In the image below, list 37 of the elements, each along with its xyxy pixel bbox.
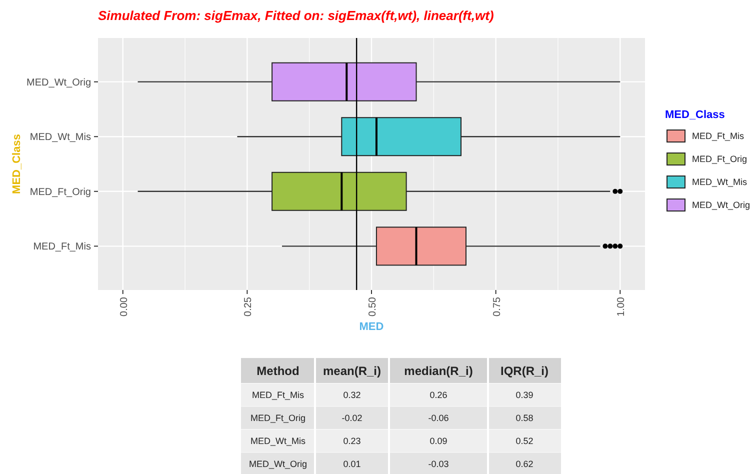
data-label: -0.03: [428, 459, 449, 469]
text: IQR(R_i): [500, 364, 549, 378]
legend-label: MED_Ft_Mis: [692, 131, 745, 141]
y-tick-label: MED_Wt_Orig: [26, 77, 91, 88]
y-tick-label: MED_Ft_Orig: [30, 186, 91, 198]
legend-title: MED_Class: [665, 109, 725, 121]
data-label: 0.52: [516, 436, 534, 446]
data-label: -0.06: [428, 413, 449, 423]
x-tick-label: 0.75: [492, 296, 503, 316]
data-label: 0.09: [430, 436, 448, 446]
y-tick-label: MED_Wt_Mis: [30, 132, 91, 144]
x-tick-label: 0.50: [368, 296, 378, 316]
category-label: MED_Wt_Mis: [250, 436, 306, 446]
y-tick-label: MED_Ft_Mis: [33, 242, 91, 253]
data-label: 0.01: [343, 459, 361, 469]
x-tick-label: 0.25: [243, 296, 254, 316]
data-label: -0.02: [342, 413, 362, 423]
category-label: MED_Wt_Orig: [248, 459, 308, 469]
y-axis-title: MED_Class: [11, 134, 23, 194]
data-label: 0.26: [430, 390, 448, 400]
legend-label: MED_Ft_Orig: [692, 154, 748, 164]
category-label: MED_Ft_Mis: [252, 390, 304, 400]
data-label: 0.62: [516, 459, 534, 469]
x-tick-label: 1.00: [616, 296, 628, 316]
data-label: 0.32: [343, 390, 361, 400]
category-label: MED_Ft_Orig: [250, 413, 306, 423]
series-label: mean(R_i): [322, 364, 382, 378]
text: Method: [256, 364, 300, 378]
chart-title: Simulated From: sigEmax, Fitted on: sigEmax(ft,wt), linear(ft,wt): [98, 8, 494, 23]
text: median(R_i): [404, 364, 473, 378]
data-label: 0.58: [516, 413, 534, 423]
x-tick-label: 0.00: [118, 296, 130, 316]
legend-label: MED_Wt_Orig: [692, 200, 750, 210]
data-label: 0.23: [343, 436, 361, 446]
data-label: 0.39: [516, 390, 534, 400]
legend-label: MED_Wt_Mis: [692, 177, 748, 187]
x-axis-title: MED: [359, 321, 384, 333]
